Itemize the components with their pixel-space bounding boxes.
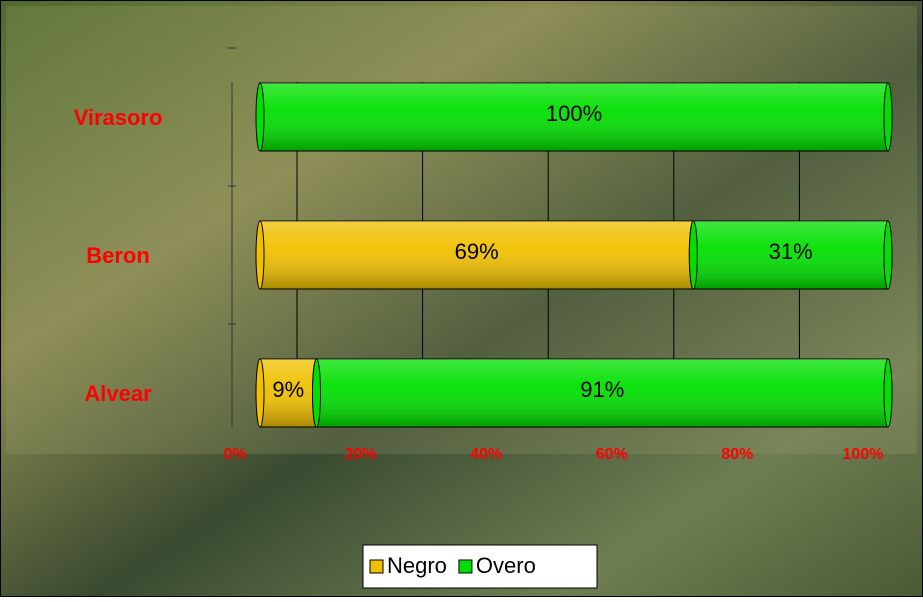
x-tick-label: 0% [223,446,246,463]
x-tick-label: 80% [721,446,753,463]
legend-label: Negro [387,553,447,578]
x-tick-label: 60% [596,446,628,463]
bar-cap [256,359,264,427]
y-tick-label: Alvear [84,381,152,406]
legend-swatch [459,560,472,573]
chart: 9% 91% 69% 31% 100% Negro Overo 0% 20% 40% 60% 80… [0,0,923,597]
data-label: 69% [455,239,499,264]
y-tick-label: Virasoro [74,105,163,130]
page: {"chart_data": {"type": "bar", "orientat… [0,0,923,602]
bar-cap [256,83,264,151]
y-tick-label: Beron [86,243,150,268]
x-tick-label: 100% [843,446,884,463]
bar-cap [884,83,892,151]
bar-cap [689,221,697,289]
data-label: 31% [769,239,813,264]
bar-cap [313,359,321,427]
legend-swatch [370,560,383,573]
data-label: 9% [272,377,304,402]
x-tick-label: 20% [345,446,377,463]
bar-cap [884,221,892,289]
data-label: 100% [546,101,602,126]
data-label: 91% [580,377,624,402]
legend: Negro Overo [363,545,597,588]
legend-label: Overo [476,553,536,578]
bar-cap [256,221,264,289]
bar-cap [884,359,892,427]
x-tick-label: 40% [470,446,502,463]
